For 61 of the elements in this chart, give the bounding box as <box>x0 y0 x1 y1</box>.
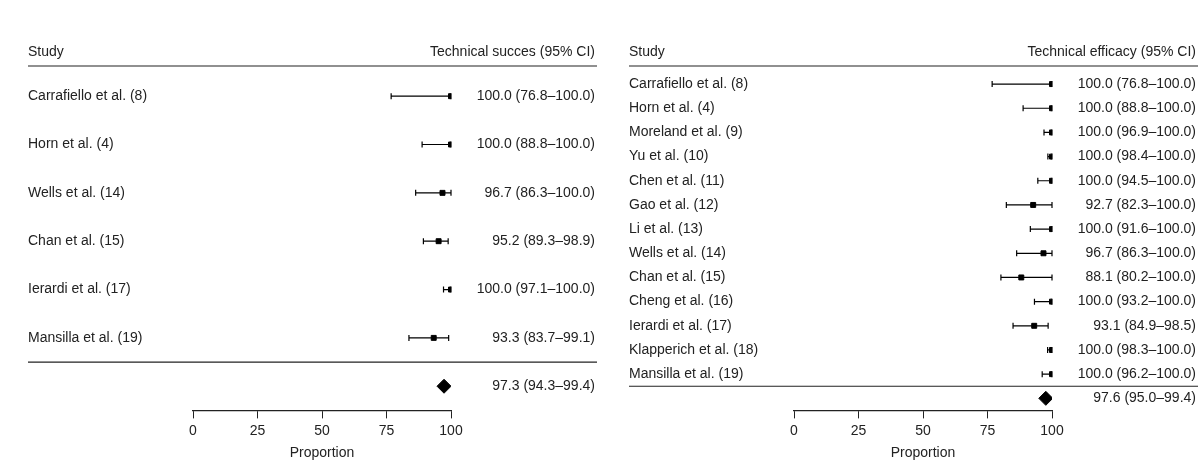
data-label: 93.1 (84.9–98.5) <box>1093 316 1196 333</box>
data-label: 100.0 (96.2–100.0) <box>1077 365 1196 381</box>
y-tick-label: Cheng et al. (16) <box>629 292 734 309</box>
y-tick-label: Yu et al. (10) <box>629 147 709 164</box>
data-label: 97.6 (95.0–99.4) <box>1093 389 1196 406</box>
y-tick-label: Wells et al. (14) <box>629 244 726 261</box>
y-tick-label: Li et al. (13) <box>629 219 703 236</box>
y-tick-label: Wells et al. (14) <box>28 183 125 200</box>
x-axis-title: Proportion <box>890 444 956 461</box>
x-tick-label: 100 <box>1040 421 1064 438</box>
data-label: 100.0 (93.2–100.0) <box>1077 292 1196 309</box>
data-label: 100.0 (91.6–100.0) <box>1077 219 1196 236</box>
x-tick-label: 50 <box>314 421 330 438</box>
y-tick-label: Mansilla et al. (19) <box>629 365 744 381</box>
data-label: 100.0 (96.9–100.0) <box>1077 123 1196 140</box>
data-label: 100.0 (76.8–100.0) <box>1077 74 1196 91</box>
y-tick-label: Gao et al. (12) <box>629 195 719 212</box>
data-label: 100.0 (98.3–100.0) <box>1077 340 1196 357</box>
data-label: 100.0 (76.8–100.0) <box>476 87 595 104</box>
data-label: 95.2 (89.3–98.9) <box>492 232 595 249</box>
x-tick-label: 25 <box>850 421 867 438</box>
x-tick-label: 0 <box>189 421 198 438</box>
data-label: 100.0 (98.4–100.0) <box>1077 147 1196 164</box>
point <box>435 238 442 245</box>
y-tick-label: Horn et al. (4) <box>28 135 114 152</box>
data-label: 100.0 (94.5–100.0) <box>1077 171 1196 188</box>
y-tick-label: Carrafiello et al. (8) <box>28 87 148 104</box>
y-tick-label: Mansilla et al. (19) <box>28 328 143 345</box>
y-tick-label: Carrafiello et al. (8) <box>629 74 749 91</box>
y-tick-label: Ierardi et al. (17) <box>28 280 131 297</box>
y-tick-label: Horn et al. (4) <box>629 99 715 116</box>
text: Technical succes (95% CI) <box>430 42 595 59</box>
data-label: 88.1 (80.2–100.0) <box>1085 268 1196 285</box>
point <box>436 378 451 394</box>
data-label: 97.3 (94.3–99.4) <box>492 377 595 394</box>
y-tick-label: Klapperich et al. (18) <box>629 340 759 357</box>
data-label: 93.3 (83.7–99.1) <box>492 328 595 345</box>
y-tick-label: Ierardi et al. (17) <box>629 316 732 333</box>
x-tick-label: 75 <box>979 421 996 438</box>
data-label: 92.7 (82.3–100.0) <box>1085 195 1196 212</box>
data-label: 96.7 (86.3–100.0) <box>1085 244 1196 261</box>
x-axis-title: Proportion <box>289 444 355 461</box>
x-tick-label: 75 <box>378 421 395 438</box>
x-tick-label: 100 <box>439 421 463 438</box>
point <box>1038 390 1052 406</box>
data-label: 100.0 (88.8–100.0) <box>476 135 595 152</box>
x-tick-label: 0 <box>790 421 799 438</box>
point <box>1040 250 1047 257</box>
x-tick-label: 25 <box>249 421 266 438</box>
data-label: 100.0 (97.1–100.0) <box>476 280 595 297</box>
y-tick-label: Chen et al. (11) <box>629 171 725 188</box>
y-axis-title: Study <box>629 42 665 59</box>
text: Technical efficacy (95% CI) <box>1027 42 1196 59</box>
y-axis-title: Study <box>28 42 64 59</box>
x-tick-label: 50 <box>915 421 931 438</box>
point <box>1018 274 1025 281</box>
data-label: 96.7 (86.3–100.0) <box>484 183 595 200</box>
y-tick-label: Moreland et al. (9) <box>629 123 743 140</box>
y-tick-label: Chan et al. (15) <box>629 268 726 285</box>
y-tick-label: Chan et al. (15) <box>28 232 125 249</box>
data-label: 100.0 (88.8–100.0) <box>1077 99 1196 116</box>
